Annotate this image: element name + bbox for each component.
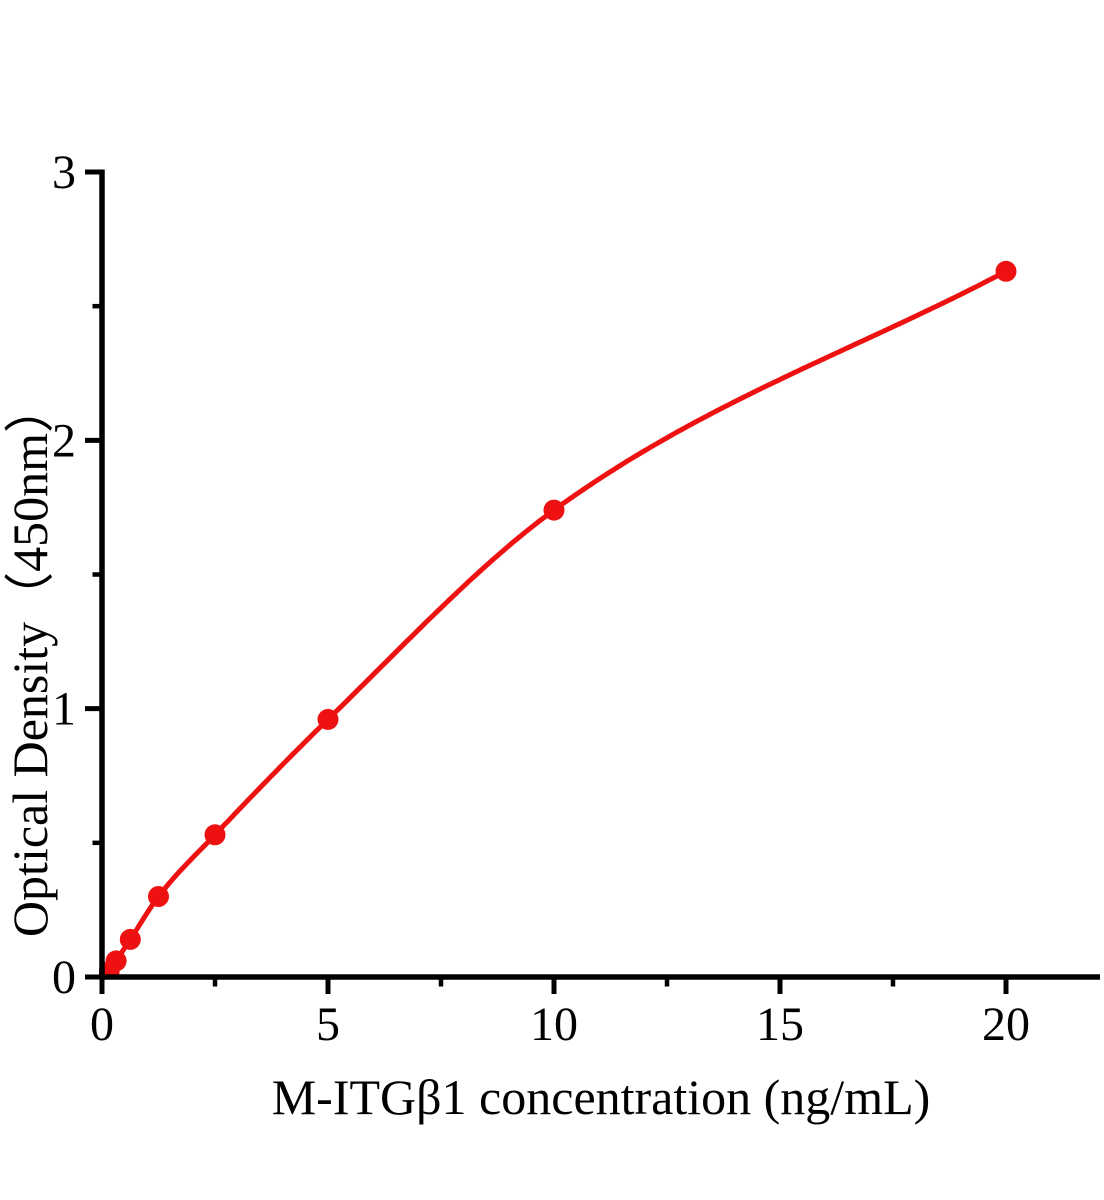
- data-point: [204, 824, 226, 846]
- data-point: [317, 708, 339, 730]
- y-tick-label: 2: [52, 414, 76, 467]
- fit-curve: [100, 269, 1008, 979]
- data-point: [119, 928, 141, 950]
- x-tick-label: 10: [530, 998, 578, 1051]
- x-tick-label: 20: [982, 998, 1030, 1051]
- x-tick-label: 15: [756, 998, 804, 1051]
- tick-labels-group: 0 5 10 15 20 0 1 2 3: [52, 146, 1030, 1051]
- data-point: [543, 499, 565, 521]
- x-tick-label: 0: [90, 998, 114, 1051]
- x-tick-label: 5: [316, 998, 340, 1051]
- y-tick-label: 3: [52, 146, 76, 199]
- y-axis-title: Optical Density（450nm）: [2, 382, 58, 938]
- axes-group: [85, 169, 1100, 994]
- data-point: [995, 260, 1017, 282]
- y-tick-label: 1: [52, 683, 76, 736]
- series-group: [99, 260, 1017, 979]
- y-tick-label: 0: [52, 951, 76, 1004]
- x-axis-title: M-ITGβ1 concentration (ng/mL): [271, 1069, 931, 1125]
- data-point: [105, 950, 127, 972]
- data-point: [148, 886, 169, 907]
